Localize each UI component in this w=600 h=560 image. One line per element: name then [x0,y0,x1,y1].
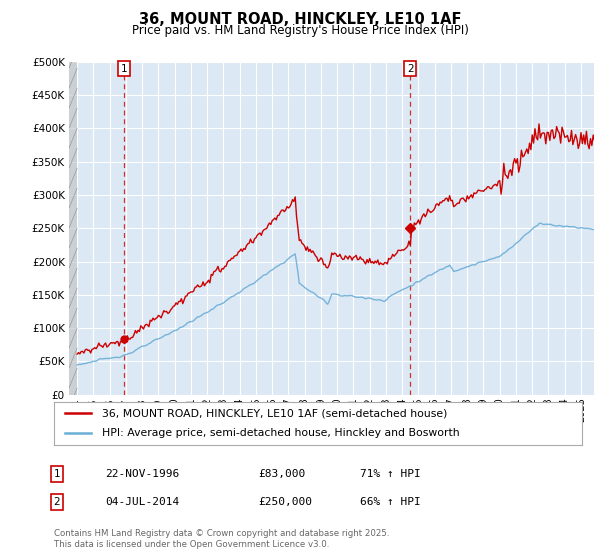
Text: 22-NOV-1996: 22-NOV-1996 [105,469,179,479]
Text: Price paid vs. HM Land Registry's House Price Index (HPI): Price paid vs. HM Land Registry's House … [131,24,469,36]
Text: 66% ↑ HPI: 66% ↑ HPI [360,497,421,507]
Text: Contains HM Land Registry data © Crown copyright and database right 2025.
This d: Contains HM Land Registry data © Crown c… [54,529,389,549]
Text: £250,000: £250,000 [258,497,312,507]
Text: 2: 2 [53,497,61,507]
Text: 04-JUL-2014: 04-JUL-2014 [105,497,179,507]
Text: HPI: Average price, semi-detached house, Hinckley and Bosworth: HPI: Average price, semi-detached house,… [101,428,459,438]
Text: £83,000: £83,000 [258,469,305,479]
Text: 2: 2 [407,64,413,73]
Text: 1: 1 [53,469,61,479]
Text: 1: 1 [121,64,127,73]
Text: 36, MOUNT ROAD, HINCKLEY, LE10 1AF: 36, MOUNT ROAD, HINCKLEY, LE10 1AF [139,12,461,27]
Text: 36, MOUNT ROAD, HINCKLEY, LE10 1AF (semi-detached house): 36, MOUNT ROAD, HINCKLEY, LE10 1AF (semi… [101,408,447,418]
Text: 71% ↑ HPI: 71% ↑ HPI [360,469,421,479]
